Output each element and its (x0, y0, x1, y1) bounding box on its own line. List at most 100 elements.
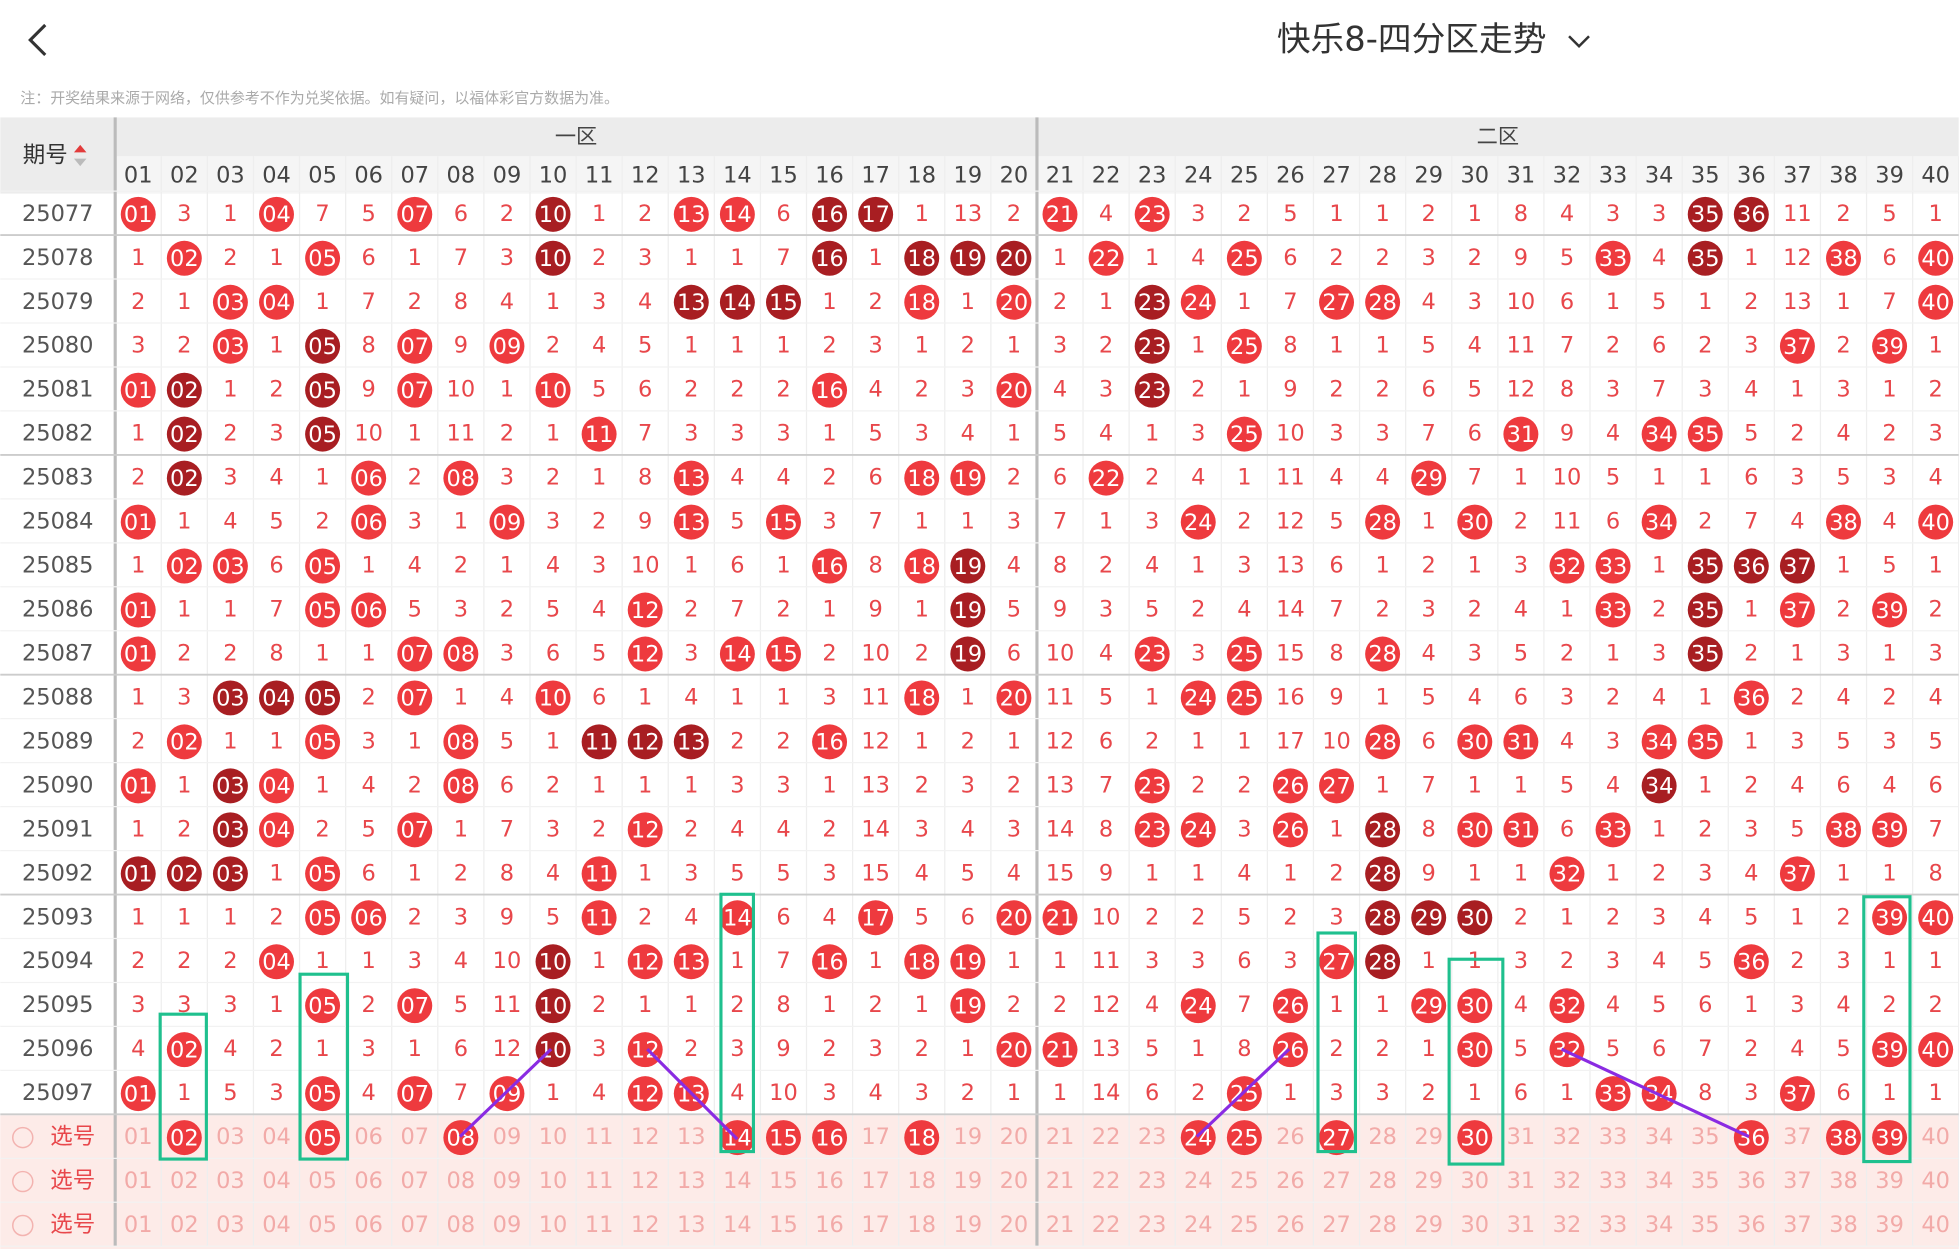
period-header[interactable]: 期号 (23, 143, 68, 169)
pick-number[interactable]: 05 (308, 1212, 337, 1238)
pick-number[interactable]: 25 (1230, 1168, 1259, 1194)
pick-number[interactable]: 30 (1460, 1168, 1489, 1194)
pick-number[interactable]: 03 (216, 1212, 245, 1238)
pick-number[interactable]: 18 (907, 1168, 936, 1194)
pick-number[interactable]: 25 (1230, 1212, 1259, 1238)
pick-number[interactable]: 28 (1368, 1124, 1397, 1150)
pick-number[interactable]: 09 (493, 1168, 522, 1194)
pick-number[interactable]: 16 (815, 1212, 844, 1238)
pick-number[interactable]: 35 (1691, 1212, 1720, 1238)
pick-number[interactable]: 23 (1138, 1168, 1167, 1194)
pick-number[interactable]: 33 (1599, 1168, 1628, 1194)
pick-radio[interactable] (12, 1126, 34, 1149)
pick-number[interactable]: 07 (400, 1212, 429, 1238)
pick-number[interactable]: 17 (861, 1212, 890, 1238)
pick-number[interactable]: 04 (262, 1212, 291, 1238)
pick-number[interactable]: 29 (1414, 1212, 1443, 1238)
pick-number[interactable]: 34 (1645, 1168, 1674, 1194)
pick-number[interactable]: 07 (400, 1168, 429, 1194)
pick-number[interactable]: 28 (1368, 1168, 1397, 1194)
pick-radio[interactable] (12, 1170, 34, 1193)
pick-number[interactable]: 19 (954, 1212, 983, 1238)
pick-number[interactable]: 17 (861, 1124, 890, 1150)
pick-number[interactable]: 36 (1737, 1212, 1766, 1238)
pick-number[interactable]: 10 (539, 1168, 568, 1194)
pick-number[interactable]: 29 (1414, 1124, 1443, 1150)
pick-number[interactable]: 38 (1829, 1212, 1858, 1238)
pick-number[interactable]: 21 (1046, 1124, 1075, 1150)
pick-number[interactable]: 04 (262, 1124, 291, 1150)
back-button[interactable] (28, 23, 47, 57)
pick-number[interactable]: 20 (1000, 1124, 1029, 1150)
pick-number[interactable]: 30 (1460, 1212, 1489, 1238)
pick-number[interactable]: 10 (539, 1212, 568, 1238)
pick-number[interactable]: 32 (1553, 1212, 1582, 1238)
pick-number[interactable]: 06 (354, 1212, 383, 1238)
pick-number[interactable]: 21 (1046, 1168, 1075, 1194)
pick-number[interactable]: 06 (354, 1168, 383, 1194)
pick-number[interactable]: 40 (1921, 1168, 1950, 1194)
pick-number[interactable]: 14 (723, 1168, 752, 1194)
pick-number[interactable]: 13 (677, 1212, 706, 1238)
pick-number[interactable]: 19 (954, 1124, 983, 1150)
pick-number[interactable]: 22 (1092, 1124, 1121, 1150)
pick-number[interactable]: 23 (1138, 1124, 1167, 1150)
pick-number[interactable]: 20 (1000, 1168, 1029, 1194)
pick-number[interactable]: 18 (907, 1212, 936, 1238)
pick-number[interactable]: 08 (447, 1168, 476, 1194)
pick-number[interactable]: 01 (124, 1168, 153, 1194)
pick-number[interactable]: 05 (308, 1168, 337, 1194)
pick-number[interactable]: 15 (769, 1212, 798, 1238)
pick-number[interactable]: 33 (1599, 1124, 1628, 1150)
page-title[interactable]: 快乐8-四分区走势 (1277, 20, 1547, 59)
sort-up[interactable] (73, 144, 87, 153)
pick-number[interactable]: 31 (1507, 1212, 1536, 1238)
pick-number[interactable]: 28 (1368, 1212, 1397, 1238)
pick-number[interactable]: 35 (1691, 1168, 1720, 1194)
pick-number[interactable]: 31 (1507, 1124, 1536, 1150)
pick-number[interactable]: 34 (1645, 1124, 1674, 1150)
pick-number[interactable]: 02 (170, 1168, 199, 1194)
pick-number[interactable]: 32 (1553, 1124, 1582, 1150)
pick-number[interactable]: 26 (1276, 1124, 1305, 1150)
pick-number[interactable]: 22 (1092, 1168, 1121, 1194)
pick-number[interactable]: 33 (1599, 1212, 1628, 1238)
pick-number[interactable]: 32 (1553, 1168, 1582, 1194)
pick-number[interactable]: 16 (815, 1168, 844, 1194)
pick-number[interactable]: 37 (1783, 1212, 1812, 1238)
pick-number[interactable]: 22 (1092, 1212, 1121, 1238)
pick-number[interactable]: 29 (1414, 1168, 1443, 1194)
pick-number[interactable]: 38 (1829, 1168, 1858, 1194)
pick-number[interactable]: 26 (1276, 1212, 1305, 1238)
pick-number[interactable]: 12 (631, 1212, 660, 1238)
pick-number[interactable]: 01 (124, 1212, 153, 1238)
pick-number[interactable]: 04 (262, 1168, 291, 1194)
pick-number[interactable]: 11 (585, 1168, 614, 1194)
pick-number[interactable]: 08 (447, 1212, 476, 1238)
pick-number[interactable]: 06 (354, 1124, 383, 1150)
pick-number[interactable]: 20 (1000, 1212, 1029, 1238)
pick-number[interactable]: 23 (1138, 1212, 1167, 1238)
pick-number[interactable]: 27 (1322, 1168, 1351, 1194)
pick-number[interactable]: 03 (216, 1168, 245, 1194)
pick-number[interactable]: 11 (585, 1212, 614, 1238)
pick-number[interactable]: 01 (124, 1124, 153, 1150)
pick-number[interactable]: 39 (1875, 1212, 1904, 1238)
pick-number[interactable]: 07 (400, 1124, 429, 1150)
pick-number[interactable]: 13 (677, 1124, 706, 1150)
pick-number[interactable]: 09 (493, 1124, 522, 1150)
pick-number[interactable]: 27 (1322, 1212, 1351, 1238)
pick-number[interactable]: 12 (631, 1168, 660, 1194)
pick-number[interactable]: 31 (1507, 1168, 1536, 1194)
pick-number[interactable]: 26 (1276, 1168, 1305, 1194)
pick-number[interactable]: 12 (631, 1124, 660, 1150)
pick-number[interactable]: 34 (1645, 1212, 1674, 1238)
pick-number[interactable]: 17 (861, 1168, 890, 1194)
pick-number[interactable]: 15 (769, 1168, 798, 1194)
pick-number[interactable]: 36 (1737, 1168, 1766, 1194)
title-dropdown[interactable] (1568, 35, 1590, 48)
pick-number[interactable]: 19 (954, 1168, 983, 1194)
pick-number[interactable]: 40 (1921, 1124, 1950, 1150)
pick-number[interactable]: 03 (216, 1124, 245, 1150)
pick-number[interactable]: 10 (539, 1124, 568, 1150)
